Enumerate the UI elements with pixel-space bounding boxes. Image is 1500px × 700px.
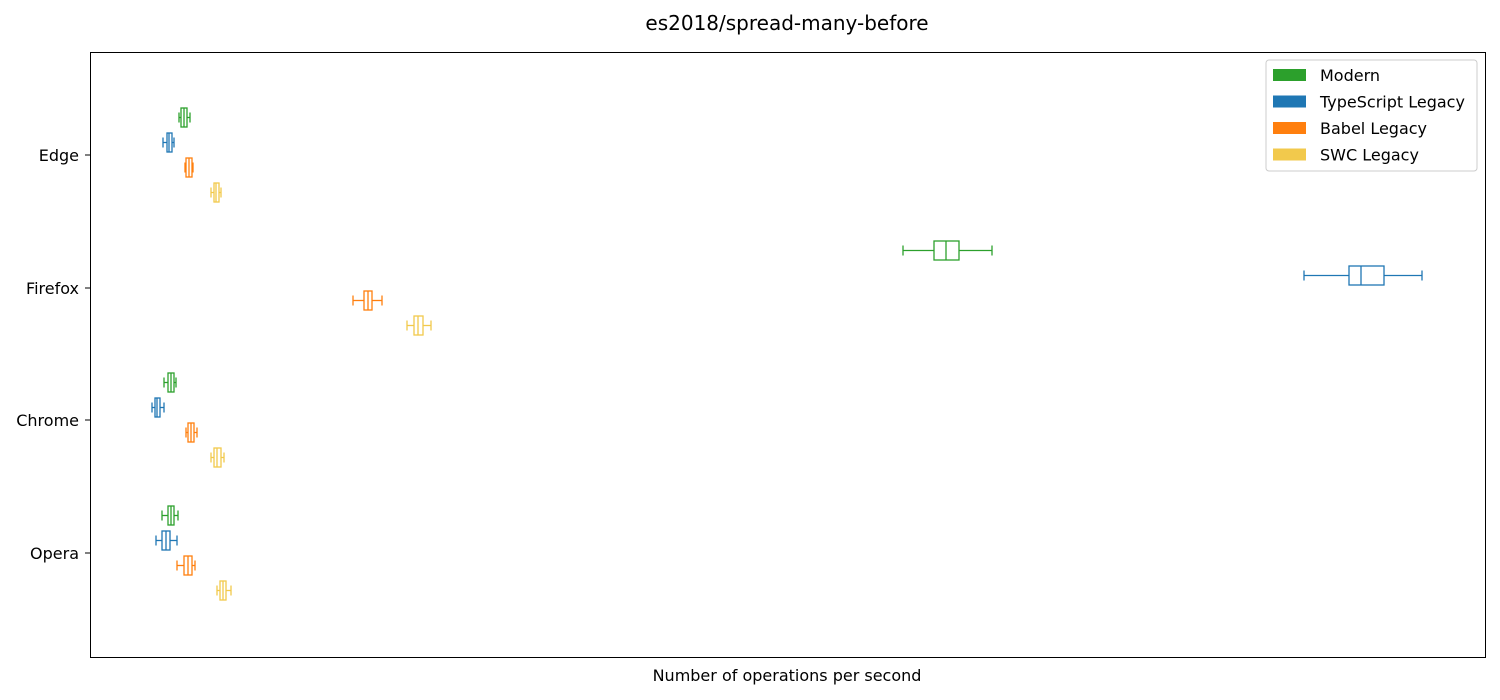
legend-label: TypeScript Legacy xyxy=(1319,93,1465,112)
box-babel-legacy-firefox xyxy=(352,290,383,311)
legend-frame xyxy=(1265,59,1478,172)
box-typescript-legacy-chrome xyxy=(151,397,165,418)
box-swc-legacy-firefox xyxy=(406,315,432,336)
box-swc-legacy-chrome xyxy=(210,447,225,468)
box-babel-legacy-edge xyxy=(184,157,194,178)
box-typescript-legacy-edge xyxy=(162,132,175,153)
legend-label: SWC Legacy xyxy=(1320,146,1419,165)
box-iqr xyxy=(1348,265,1385,286)
box-series-group xyxy=(151,107,1423,601)
legend-swatch xyxy=(1273,69,1306,81)
box-babel-legacy-opera xyxy=(176,555,196,576)
box-typescript-legacy-firefox xyxy=(1303,265,1423,286)
y-tick-label: Chrome xyxy=(16,411,79,430)
legend-label: Babel Legacy xyxy=(1320,119,1427,138)
legend-label: Modern xyxy=(1320,66,1380,85)
box-modern-firefox xyxy=(902,240,993,261)
box-modern-chrome xyxy=(163,372,177,393)
box-modern-opera xyxy=(161,505,179,526)
y-tick-label: Firefox xyxy=(26,279,79,298)
y-tick-label: Edge xyxy=(39,146,79,165)
box-typescript-legacy-opera xyxy=(155,530,178,551)
legend: Modern TypeScript Legacy Babel Legacy SWC L… xyxy=(1265,59,1478,172)
box-babel-legacy-chrome xyxy=(185,422,198,443)
plot-area-frame xyxy=(90,52,1486,658)
box-modern-edge xyxy=(178,107,191,128)
box-swc-legacy-opera xyxy=(216,580,232,601)
legend-swatch xyxy=(1273,95,1306,108)
chart-title: es2018/spread-many-before xyxy=(645,11,928,35)
y-tick-label: Opera xyxy=(30,544,79,563)
x-axis-label: Number of operations per second xyxy=(653,666,922,685)
legend-swatch xyxy=(1273,122,1306,134)
box-swc-legacy-edge xyxy=(210,182,222,203)
legend-swatch xyxy=(1273,148,1306,161)
y-axis: Edge Firefox Chrome Opera xyxy=(16,146,90,563)
